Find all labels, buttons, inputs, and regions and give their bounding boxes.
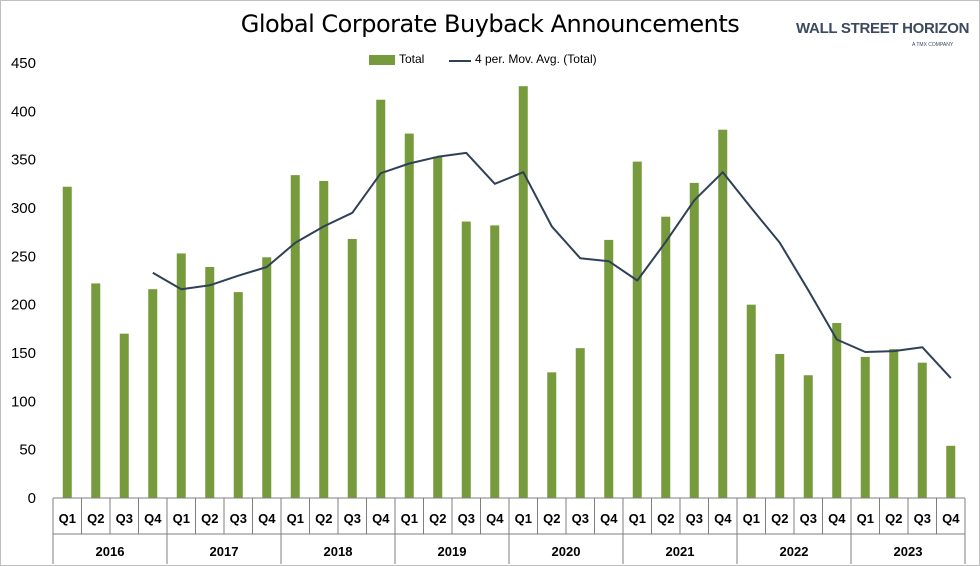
bar-total <box>718 129 728 498</box>
brand-name: WALL STREET HORIZON <box>796 20 970 37</box>
bar-total <box>803 375 813 498</box>
moving-average-line <box>152 151 952 379</box>
x-tick-label: Q1 <box>629 511 646 526</box>
bar-total <box>319 180 329 498</box>
y-tick-label: 300 <box>11 200 36 217</box>
x-tick-label: Q4 <box>714 511 732 526</box>
y-tick-label: 450 <box>11 55 36 72</box>
bar-total <box>62 186 72 498</box>
bar-total <box>632 161 642 498</box>
x-tick-label: Q4 <box>486 511 504 526</box>
bar-total <box>290 175 300 498</box>
x-tick-label: Q2 <box>543 511 560 526</box>
x-tick-label: Q3 <box>116 511 133 526</box>
x-tick-label: Q1 <box>287 511 304 526</box>
x-tick-label: Q4 <box>258 511 276 526</box>
x-tick-label: Q2 <box>885 511 902 526</box>
x-year-label: 2020 <box>552 544 581 559</box>
x-year-label: 2023 <box>894 544 923 559</box>
bar-total <box>775 353 785 498</box>
x-tick-label: Q2 <box>87 511 104 526</box>
bar-total <box>433 156 443 498</box>
bar-total <box>860 356 870 498</box>
bar-total <box>262 257 272 498</box>
legend-line-swatch <box>449 60 471 62</box>
bar-total <box>547 372 557 498</box>
bar-total <box>233 292 243 498</box>
x-tick-label: Q3 <box>800 511 817 526</box>
bar-total <box>661 216 671 498</box>
legend-label-moving-average: 4 per. Mov. Avg. (Total) <box>475 52 597 66</box>
x-tick-label: Q1 <box>743 511 760 526</box>
bar-total <box>404 133 414 499</box>
bar-total <box>347 238 357 498</box>
bar-total <box>946 445 956 498</box>
x-year-label: 2017 <box>210 544 239 559</box>
brand-tagline: A TMX COMPANY <box>912 42 954 48</box>
bar-total <box>832 323 842 498</box>
y-tick-label: 350 <box>11 152 36 169</box>
y-tick-label: 50 <box>19 442 36 459</box>
bar-total <box>119 333 129 498</box>
bar-total <box>490 225 500 498</box>
bar-total <box>575 348 585 498</box>
legend-label-total: Total <box>399 52 425 66</box>
bar-total <box>604 239 614 498</box>
bar-total <box>889 349 899 498</box>
x-tick-label: Q3 <box>458 511 475 526</box>
x-tick-label: Q2 <box>429 511 446 526</box>
y-tick-label: 150 <box>11 345 36 362</box>
y-tick-label: 400 <box>11 103 36 120</box>
x-tick-label: Q3 <box>344 511 361 526</box>
legend-bar-swatch <box>369 55 395 65</box>
bar-total <box>148 289 158 498</box>
x-tick-label: Q3 <box>686 511 703 526</box>
x-tick-label: Q4 <box>144 511 162 526</box>
x-year-label: 2019 <box>438 544 467 559</box>
x-tick-label: Q1 <box>59 511 76 526</box>
x-tick-label: Q3 <box>230 511 247 526</box>
y-tick-label: 100 <box>11 393 36 410</box>
chart-title: Global Corporate Buyback Announcements <box>240 10 740 38</box>
bar-total <box>461 221 471 499</box>
x-tick-label: Q1 <box>515 511 532 526</box>
bar-total <box>917 362 927 498</box>
x-year-label: 2021 <box>666 544 695 559</box>
x-tick-label: Q2 <box>201 511 218 526</box>
x-tick-label: Q2 <box>315 511 332 526</box>
x-tick-label: Q4 <box>828 511 846 526</box>
x-tick-label: Q2 <box>771 511 788 526</box>
brand-logo: WALL STREET HORIZON A TMX COMPANY <box>796 18 976 58</box>
bar-total <box>376 99 386 498</box>
bar-total <box>205 266 215 498</box>
x-year-label: 2018 <box>324 544 353 559</box>
x-year-label: 2022 <box>780 544 809 559</box>
bar-total <box>176 253 186 498</box>
y-tick-label: 0 <box>28 490 36 507</box>
x-tick-label: Q2 <box>657 511 674 526</box>
x-tick-label: Q3 <box>914 511 931 526</box>
x-tick-label: Q1 <box>857 511 874 526</box>
x-tick-label: Q4 <box>942 511 960 526</box>
x-tick-label: Q4 <box>600 511 618 526</box>
x-tick-label: Q4 <box>372 511 390 526</box>
x-year-label: 2016 <box>96 544 125 559</box>
x-tick-label: Q1 <box>173 511 190 526</box>
x-tick-label: Q3 <box>572 511 589 526</box>
bar-total <box>746 304 756 498</box>
bar-total <box>518 86 528 498</box>
bar-total <box>689 182 699 498</box>
y-tick-label: 250 <box>11 248 36 265</box>
bar-total <box>91 283 101 498</box>
x-tick-label: Q1 <box>401 511 418 526</box>
y-tick-label: 200 <box>11 297 36 314</box>
